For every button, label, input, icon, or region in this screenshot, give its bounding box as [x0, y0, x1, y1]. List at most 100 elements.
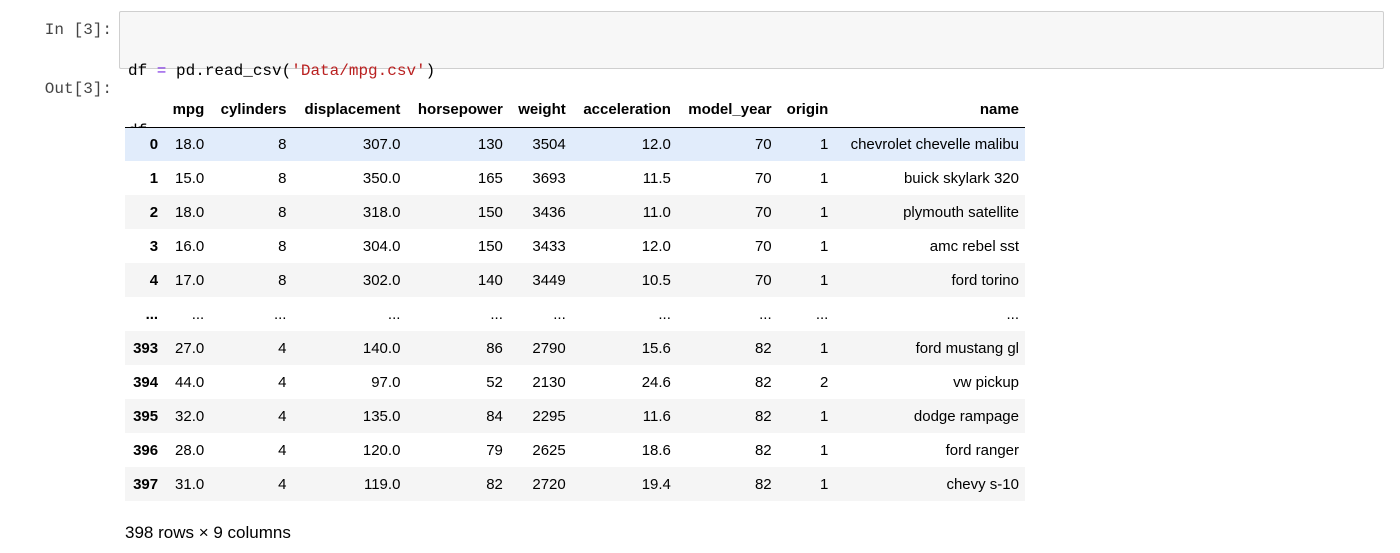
table-cell: chevrolet chevelle malibu [850, 135, 1019, 153]
column-header: displacement [292, 93, 407, 128]
table-cell: 82 [754, 441, 772, 459]
table-cell: 82 [754, 475, 772, 493]
table-cell: 135.0 [362, 407, 401, 425]
table-cell: 70 [754, 169, 772, 187]
table-cell: 11.0 [642, 203, 671, 221]
row-index: 396 [133, 441, 159, 459]
table-cell: 1 [819, 271, 829, 289]
table-cell: 2130 [532, 373, 566, 391]
table-row: 2 18.0 8 318.0 150 3436 11.0 70 1 plymouth satell… [125, 195, 1025, 229]
code-line-1: df = pd.read_csv('Data/mpg.csv') [128, 61, 1375, 81]
dataframe-summary: 398 rows × 9 columns [125, 523, 291, 542]
table-row: 4 17.0 8 302.0 140 3449 10.5 70 1 ford torino [125, 263, 1025, 297]
table-row: 3 16.0 8 304.0 150 3433 12.0 70 1 amc rebel sst [125, 229, 1025, 263]
output-prompt: Out[3]: [44, 80, 112, 98]
table-cell: 1 [819, 441, 829, 459]
code-token-variable: df [128, 62, 148, 80]
table-cell: ... [658, 305, 671, 323]
table-cell: 27.0 [175, 339, 205, 357]
table-cell: 302.0 [362, 271, 401, 289]
table-cell: ... [1006, 305, 1019, 323]
column-header: horsepower [406, 93, 509, 128]
code-editor[interactable]: df = pd.read_csv('Data/mpg.csv') df [119, 11, 1384, 140]
row-index: 394 [133, 373, 159, 391]
table-cell: ford torino [951, 271, 1019, 289]
table-cell: 82 [486, 475, 503, 493]
table-cell: 82 [754, 407, 772, 425]
code-token-call: pd.read_csv( [176, 62, 292, 80]
table-cell: 28.0 [175, 441, 205, 459]
table-cell: 18.6 [641, 441, 671, 459]
table-cell: 4 [278, 373, 287, 391]
table-row: 0 18.0 8 307.0 130 3504 12.0 70 1 chevrolet cheve… [125, 127, 1025, 161]
table-cell: 1 [819, 407, 829, 425]
row-index: 1 [149, 169, 159, 187]
table-cell: 12.0 [641, 135, 671, 153]
table-cell: 2790 [532, 339, 566, 357]
table-cell: ... [553, 305, 566, 323]
table-cell: ford mustang gl [915, 339, 1019, 357]
table-cell: 19.4 [641, 475, 671, 493]
code-token-string: 'Data/mpg.csv' [291, 62, 426, 80]
table-header-row: mpg cylinders displacement horsepower weight… [125, 93, 1025, 128]
table-cell: 79 [486, 441, 503, 459]
row-index: 393 [133, 339, 159, 357]
table-cell: 18.0 [175, 135, 205, 153]
column-header: weight [508, 93, 572, 128]
table-cell: ... [387, 305, 401, 323]
table-cell: 18.0 [175, 203, 205, 221]
column-header: origin [777, 93, 835, 128]
table-cell: 8 [278, 169, 287, 187]
table-cell: 82 [754, 373, 772, 391]
table-cell: 3504 [532, 135, 566, 153]
table-cell: 8 [278, 203, 287, 221]
index-header [125, 93, 165, 128]
row-index: 0 [149, 135, 159, 153]
table-cell: 10.5 [641, 271, 671, 289]
table-cell: 52 [486, 373, 503, 391]
table-cell: 119.0 [363, 475, 401, 493]
table-cell: 15.0 [175, 169, 205, 187]
code-token-operator: = [147, 62, 177, 80]
row-index: ... [145, 305, 159, 323]
column-header: model_year [676, 93, 778, 128]
table-row: 1 15.0 8 350.0 165 3693 11.5 70 1 buick skylark 3… [125, 161, 1025, 195]
table-cell: ... [759, 305, 772, 323]
column-header: cylinders [210, 93, 293, 128]
row-index: 395 [133, 407, 159, 425]
table-cell: 2 [819, 373, 829, 391]
table-cell: 8 [278, 271, 287, 289]
table-cell: ... [191, 305, 205, 323]
table-row: 397 31.0 4 119.0 82 2720 19.4 82 1 chevy s-10 [125, 467, 1025, 501]
row-index: 2 [149, 203, 159, 221]
table-cell: 8 [278, 237, 287, 255]
table-cell: 130 [477, 135, 503, 153]
table-cell: 82 [754, 339, 772, 357]
table-cell: ... [273, 305, 287, 323]
table-cell: 4 [278, 339, 287, 357]
column-header: name [834, 93, 1025, 128]
table-cell: 318.0 [362, 203, 401, 221]
table-cell: ... [815, 305, 829, 323]
table-cell: buick skylark 320 [903, 169, 1019, 187]
table-cell: 140.0 [362, 339, 401, 357]
column-header: acceleration [571, 93, 677, 128]
table-cell: 2720 [532, 475, 566, 493]
table-cell: 1 [819, 169, 829, 187]
table-cell: 4 [278, 441, 287, 459]
row-index: 397 [133, 475, 159, 493]
table-cell: chevy s-10 [946, 475, 1019, 493]
table-cell: 12.0 [641, 237, 671, 255]
table-cell: 97.0 [371, 373, 401, 391]
table-cell: 350.0 [362, 169, 401, 187]
table-cell: 3436 [532, 203, 566, 221]
table-cell: 32.0 [175, 407, 205, 425]
table-cell: 70 [754, 237, 772, 255]
table-cell: 8 [278, 135, 287, 153]
table-cell: 1 [819, 339, 829, 357]
table-cell: ford ranger [945, 441, 1019, 459]
table-cell: 1 [819, 237, 829, 255]
table-cell: 3693 [532, 169, 566, 187]
table-row: 395 32.0 4 135.0 84 2295 11.6 82 1 dodge rampage [125, 399, 1025, 433]
table-cell: 1 [819, 203, 829, 221]
